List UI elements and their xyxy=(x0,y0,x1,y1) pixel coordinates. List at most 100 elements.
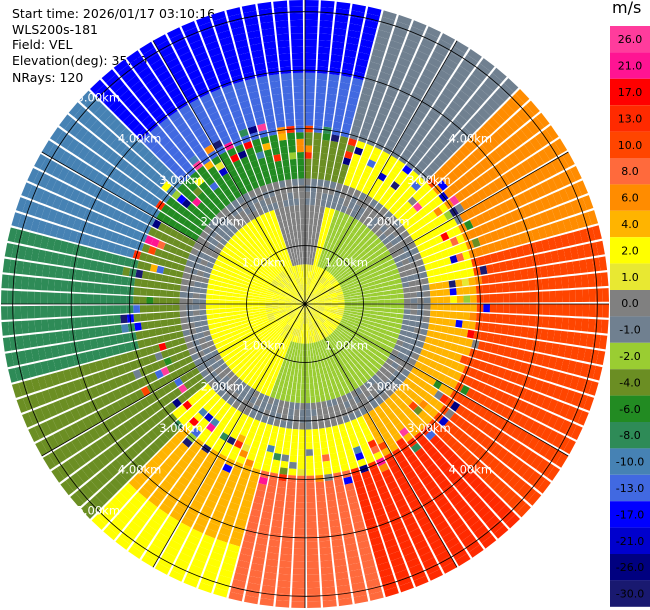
velocity-gate xyxy=(539,211,550,225)
velocity-gate xyxy=(336,101,347,110)
velocity-gate xyxy=(426,463,439,475)
velocity-gate xyxy=(269,284,277,289)
velocity-gate xyxy=(306,548,319,556)
velocity-gate xyxy=(365,180,374,190)
velocity-gate xyxy=(334,438,343,446)
velocity-gate xyxy=(404,235,414,244)
velocity-gate xyxy=(136,260,146,270)
velocity-gate xyxy=(449,288,457,296)
velocity-gate xyxy=(251,502,263,511)
velocity-gate xyxy=(236,261,244,268)
velocity-gate xyxy=(332,340,339,347)
velocity-gate xyxy=(358,328,366,334)
velocity-gate xyxy=(538,341,547,354)
velocity-gate xyxy=(391,268,400,275)
velocity-gate xyxy=(315,320,320,327)
velocity-gate xyxy=(224,242,233,250)
velocity-gate xyxy=(108,378,118,390)
velocity-gate xyxy=(418,208,428,218)
velocity-gate xyxy=(292,306,299,310)
velocity-gate xyxy=(143,524,158,537)
velocity-gate xyxy=(312,435,320,443)
velocity-gate xyxy=(215,503,227,514)
velocity-gate xyxy=(8,321,16,336)
velocity-gate xyxy=(326,265,332,272)
velocity-gate xyxy=(343,476,353,485)
velocity-gate xyxy=(120,295,127,304)
velocity-gate xyxy=(434,98,448,111)
velocity-gate xyxy=(588,304,596,318)
velocity-gate xyxy=(428,210,438,221)
velocity-gate xyxy=(245,298,253,302)
velocity-gate xyxy=(461,320,470,329)
velocity-gate xyxy=(320,7,334,15)
velocity-gate xyxy=(139,252,148,262)
velocity-gate xyxy=(447,326,456,335)
velocity-gate xyxy=(177,394,187,404)
velocity-gate xyxy=(199,315,208,321)
velocity-gate xyxy=(146,288,154,296)
velocity-gate xyxy=(326,256,332,264)
velocity-gate xyxy=(411,569,426,581)
velocity-gate xyxy=(402,487,414,498)
velocity-gate xyxy=(341,235,348,243)
velocity-gate xyxy=(422,557,437,569)
velocity-gate xyxy=(139,176,150,188)
velocity-gate xyxy=(226,292,234,297)
velocity-gate xyxy=(323,280,330,287)
velocity-gate xyxy=(437,373,447,383)
velocity-gate xyxy=(296,309,302,315)
velocity-gate xyxy=(181,278,189,286)
velocity-gate xyxy=(342,415,350,424)
velocity-gate xyxy=(496,251,506,262)
velocity-gate xyxy=(392,127,403,138)
velocity-gate xyxy=(282,527,294,535)
velocity-gate xyxy=(140,505,154,518)
velocity-gate xyxy=(386,544,400,555)
velocity-gate xyxy=(285,306,293,309)
velocity-gate xyxy=(233,314,241,320)
velocity-gate xyxy=(112,388,123,400)
velocity-gate xyxy=(328,342,334,350)
velocity-gate xyxy=(474,246,484,257)
velocity-gate xyxy=(225,347,233,355)
velocity-gate xyxy=(407,274,415,282)
velocity-gate xyxy=(534,199,545,213)
velocity-gate xyxy=(283,331,289,339)
velocity-gate xyxy=(547,414,559,429)
velocity-gate xyxy=(251,339,259,346)
velocity-gate xyxy=(388,427,399,437)
velocity-gate xyxy=(363,389,371,398)
velocity-gate xyxy=(452,371,462,381)
velocity-gate xyxy=(338,304,345,306)
velocity-gate xyxy=(192,310,200,316)
velocity-gate xyxy=(305,290,307,298)
velocity-gate xyxy=(308,292,313,299)
velocity-gate xyxy=(394,323,402,329)
velocity-gate xyxy=(244,261,252,268)
velocity-gate xyxy=(238,257,246,265)
velocity-gate xyxy=(53,211,64,225)
velocity-gate xyxy=(305,19,318,27)
velocity-gate xyxy=(256,483,267,492)
velocity-gate xyxy=(568,317,576,331)
velocity-gate xyxy=(294,322,298,329)
velocity-gate xyxy=(238,304,246,308)
velocity-gate xyxy=(428,323,436,331)
velocity-gate xyxy=(428,509,442,521)
velocity-gate xyxy=(329,452,338,461)
velocity-gate xyxy=(305,310,308,318)
velocity-gate xyxy=(84,446,97,460)
velocity-gate xyxy=(306,515,317,523)
velocity-gate xyxy=(453,428,465,440)
velocity-gate xyxy=(202,360,211,369)
velocity-gate xyxy=(409,62,424,74)
velocity-gate xyxy=(254,285,262,290)
velocity-gate xyxy=(315,334,320,342)
velocity-gate xyxy=(504,170,516,184)
velocity-gate xyxy=(334,262,341,270)
velocity-gate xyxy=(260,273,268,279)
velocity-gate xyxy=(140,212,150,223)
velocity-gate xyxy=(196,364,206,373)
velocity-gate xyxy=(438,214,448,224)
